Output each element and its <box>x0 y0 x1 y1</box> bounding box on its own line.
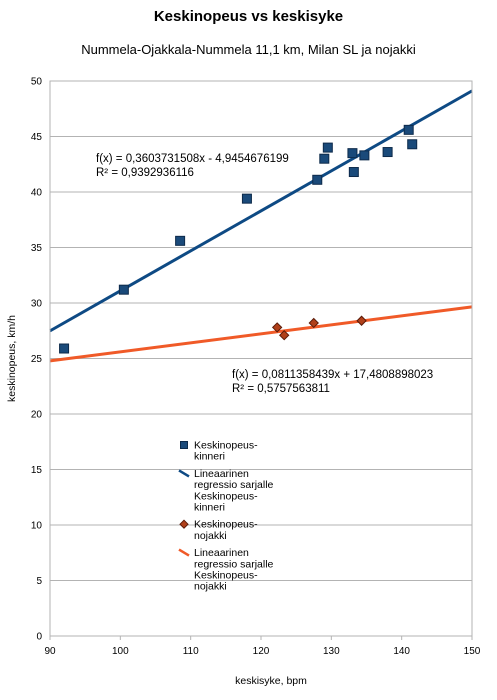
y-tick-label: 25 <box>31 354 43 365</box>
legend-label: Lineaarinen <box>194 468 249 480</box>
legend-marker-square <box>180 441 188 449</box>
trend-r-squared: R² = 0,9392936116 <box>96 167 194 179</box>
x-tick-label: 100 <box>112 646 129 657</box>
data-point-square <box>359 150 370 161</box>
trendline <box>49 305 473 363</box>
data-point-square <box>118 284 129 295</box>
legend-marker-line <box>178 548 190 557</box>
trend-equation: f(x) = 0,3603731508x - 4,9454676199 <box>96 153 289 165</box>
trend-equation: f(x) = 0,0811358439x + 17,4808898023 <box>232 369 433 381</box>
data-point-diamond <box>279 329 290 341</box>
y-tick-label: 45 <box>31 132 43 143</box>
legend-label: nojakki <box>194 581 227 593</box>
trend-r-squared: R² = 0,5757563811 <box>232 383 330 395</box>
legend-label: nojakki <box>194 530 227 542</box>
data-point-square <box>348 167 359 178</box>
data-point-square <box>382 147 393 158</box>
x-tick-label: 120 <box>253 646 270 657</box>
plot-frame <box>49 80 473 637</box>
x-tick-label: 130 <box>323 646 340 657</box>
y-tick-label: 15 <box>31 465 43 476</box>
y-tick-label: 40 <box>31 188 43 199</box>
trend-equations: f(x) = 0,3603731508x - 4,9454676199 R² = … <box>96 153 433 395</box>
data-point-square <box>347 148 358 159</box>
legend-marker-line <box>178 469 190 478</box>
data-point-square <box>403 124 414 135</box>
chart-subtitle: Nummela-Ojakkala-Nummela 11,1 km, Milan … <box>81 42 416 57</box>
x-tick-label: 90 <box>44 646 56 657</box>
data-point-square <box>59 343 70 354</box>
legend-label: kinneri <box>194 502 225 514</box>
x-tick-label: 110 <box>183 646 199 657</box>
x-tick-label: 140 <box>393 646 410 657</box>
y-tick-label: 50 <box>31 77 43 88</box>
x-tick-label: 150 <box>464 646 481 657</box>
data-point-diamond <box>308 317 319 329</box>
data-point-square <box>322 142 333 153</box>
chart-title: Keskinopeus vs keskisyke <box>153 8 344 25</box>
data-point-square <box>241 193 252 204</box>
data-point-diamond <box>271 322 283 333</box>
legend-label: Keskinopeus- <box>194 490 258 502</box>
y-tick-label: 30 <box>31 299 43 310</box>
axes <box>49 80 473 640</box>
y-axis-title: keskinopeus, km/h <box>6 315 18 402</box>
data-point-square <box>312 174 323 185</box>
legend-label: kinneri <box>194 451 225 463</box>
data-point-square <box>407 139 418 150</box>
data-point-diamond <box>356 315 367 326</box>
legend-label: Lineaarinen <box>194 547 249 559</box>
legend-label: regressio sarjalle <box>194 558 274 570</box>
y-tick-label: 35 <box>31 243 43 254</box>
y-tick-label: 10 <box>31 521 43 532</box>
tick-labels: 0 5 10 15 20 25 30 35 40 45 50 90 100 110 120 130 140 150… <box>6 77 481 688</box>
x-axis-title: keskisyke, bpm <box>235 675 307 687</box>
legend-label: Keskinopeus- <box>194 519 258 531</box>
y-tick-label: 0 <box>36 632 42 643</box>
data-points <box>59 124 418 354</box>
y-tick-label: 20 <box>31 410 43 421</box>
legend-label: Keskinopeus- <box>194 440 258 452</box>
legend: Keskinopeus-kinneriLineaarinenregressio … <box>178 440 274 593</box>
data-point-square <box>175 235 186 246</box>
legend-label: Keskinopeus- <box>194 570 258 582</box>
y-tick-label: 5 <box>36 576 42 587</box>
legend-marker-diamond <box>179 519 189 529</box>
data-point-square <box>319 153 330 164</box>
legend-label: regressio sarjalle <box>194 479 274 491</box>
